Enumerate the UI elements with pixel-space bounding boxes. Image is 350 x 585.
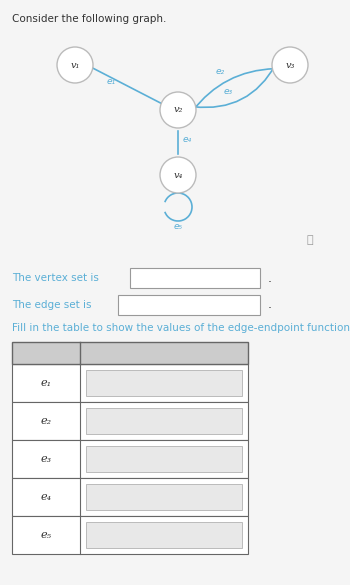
Text: e₂: e₂: [41, 416, 51, 426]
FancyBboxPatch shape: [12, 342, 248, 364]
Circle shape: [272, 47, 308, 83]
FancyBboxPatch shape: [12, 516, 248, 554]
Text: .: .: [268, 298, 272, 311]
FancyBboxPatch shape: [130, 268, 260, 288]
Text: Endpoints: Endpoints: [133, 348, 195, 358]
FancyBboxPatch shape: [12, 440, 248, 478]
Text: v₂: v₂: [173, 105, 183, 115]
Text: e₁: e₁: [41, 378, 51, 388]
FancyBboxPatch shape: [86, 446, 242, 472]
Text: v₃: v₃: [285, 60, 295, 70]
FancyBboxPatch shape: [86, 370, 242, 396]
FancyBboxPatch shape: [12, 478, 248, 516]
Text: The vertex set is: The vertex set is: [12, 273, 99, 283]
Text: Edge: Edge: [30, 348, 62, 358]
Text: e₁: e₁: [106, 77, 116, 85]
Circle shape: [160, 157, 196, 193]
Text: The edge set is: The edge set is: [12, 300, 91, 310]
Text: v₄: v₄: [173, 170, 183, 180]
Text: e₅: e₅: [41, 530, 51, 540]
Text: Consider the following graph.: Consider the following graph.: [12, 14, 166, 24]
Text: e₄: e₄: [41, 492, 51, 502]
FancyBboxPatch shape: [12, 364, 248, 402]
FancyBboxPatch shape: [86, 408, 242, 434]
Text: v₁: v₁: [70, 60, 80, 70]
Circle shape: [160, 92, 196, 128]
FancyBboxPatch shape: [12, 402, 248, 440]
Text: ⓘ: ⓘ: [307, 235, 313, 245]
Text: e₂: e₂: [216, 67, 225, 75]
FancyBboxPatch shape: [86, 484, 242, 510]
Text: e₃: e₃: [224, 87, 233, 95]
Text: e₃: e₃: [41, 454, 51, 464]
Text: e₄: e₄: [183, 136, 192, 144]
FancyBboxPatch shape: [86, 522, 242, 548]
Text: Fill in the table to show the values of the edge-endpoint function.: Fill in the table to show the values of …: [12, 323, 350, 333]
Text: .: .: [268, 271, 272, 284]
Circle shape: [57, 47, 93, 83]
FancyBboxPatch shape: [118, 295, 260, 315]
Text: e₅: e₅: [174, 222, 183, 231]
